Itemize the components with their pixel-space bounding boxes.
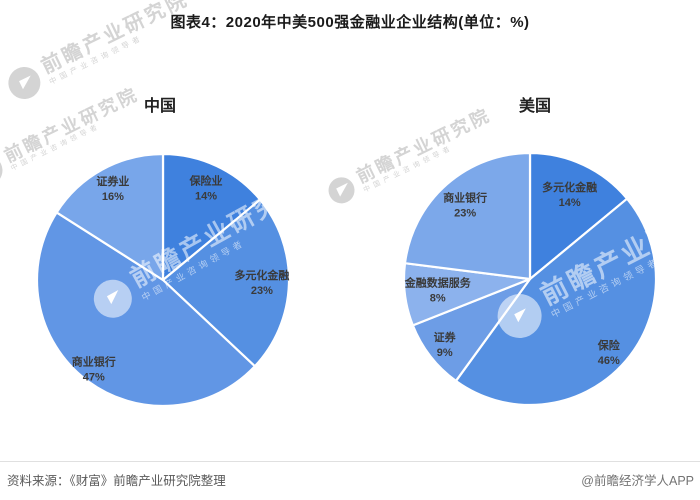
pie-slice-value: 23% (251, 285, 273, 297)
pie-slice-label: 保险 (597, 338, 621, 352)
pie-slice-value: 47% (83, 371, 105, 383)
pie-slice-1-3 (402, 262, 532, 327)
pie-slice-0-0 (161, 152, 262, 282)
pie-slice-value: 16% (102, 191, 124, 203)
watermark-text: 前瞻产业研究院 (353, 104, 495, 187)
watermark: 前瞻产业研究院 中国产业咨询领导者 (324, 105, 498, 210)
footer-divider (0, 461, 700, 462)
pie-slice-value: 9% (437, 347, 453, 359)
pie-slice-label: 多元化金融 (542, 180, 597, 194)
watermark: 前瞻产业研究院 中国产业咨询领导者 (0, 83, 146, 191)
pie-slice-value: 8% (430, 293, 446, 305)
pie-slice-value: 23% (454, 207, 476, 219)
qianzhan-logo-icon (2, 61, 46, 105)
qianzhan-logo-icon (0, 150, 8, 191)
pie-slice-label: 多元化金融 (234, 268, 289, 282)
watermark: 前瞻产业研究院 中国产业咨询领导者 (86, 173, 317, 325)
watermark-text: 前瞻产业研究院 (535, 188, 700, 311)
pie-slice-1-0 (528, 151, 629, 281)
pie-slice-value: 14% (195, 191, 217, 203)
watermark-subtext: 中国产业咨询领导者 (549, 255, 663, 321)
figure-title: 图表4：2020年中美500强金融业企业结构(单位：%) (170, 14, 530, 31)
watermark-subtext: 中国产业咨询领导者 (139, 237, 248, 303)
qianzhan-logo-icon (86, 272, 139, 325)
pie-slice-label: 证券 (434, 330, 457, 344)
source-note: 资料来源：《财富》前瞻产业研究院整理 (7, 474, 226, 488)
pie-slice-label: 证券业 (96, 174, 129, 188)
pie-slice-label: 保险业 (189, 174, 223, 188)
qianzhan-logo-icon (490, 286, 550, 346)
pie-slice-0-3 (55, 152, 165, 282)
pie-slice-1-4 (403, 151, 532, 281)
qianzhan-logo-icon (324, 173, 360, 209)
pie-slice-label: 商业银行 (72, 354, 116, 368)
pie-slice-label: 金融数据服务 (404, 276, 472, 290)
pie-slice-label: 商业银行 (443, 190, 487, 204)
credit-note: @前瞻经济学人APP (581, 474, 694, 488)
watermark-subtext: 中国产业咨询领导者 (10, 123, 103, 173)
watermark-text: 前瞻产业研究院 (125, 173, 311, 294)
chart-title-china: 中国 (143, 98, 177, 115)
watermark-text: 前瞻产业研究院 (0, 83, 142, 166)
watermark-subtext: 中国产业咨询领导者 (362, 144, 455, 194)
pie-slice-value: 46% (598, 355, 620, 367)
pie-slice-value: 14% (559, 197, 581, 209)
pie-slice-0-1 (161, 198, 291, 368)
pie-slice-1-2 (411, 277, 532, 383)
watermark: 前瞻产业研究院 中国产业咨询领导者 (490, 188, 700, 346)
pie-slice-0-2 (35, 211, 256, 408)
pie-slice-1-1 (454, 197, 658, 407)
chart-title-us: 美国 (518, 98, 552, 115)
